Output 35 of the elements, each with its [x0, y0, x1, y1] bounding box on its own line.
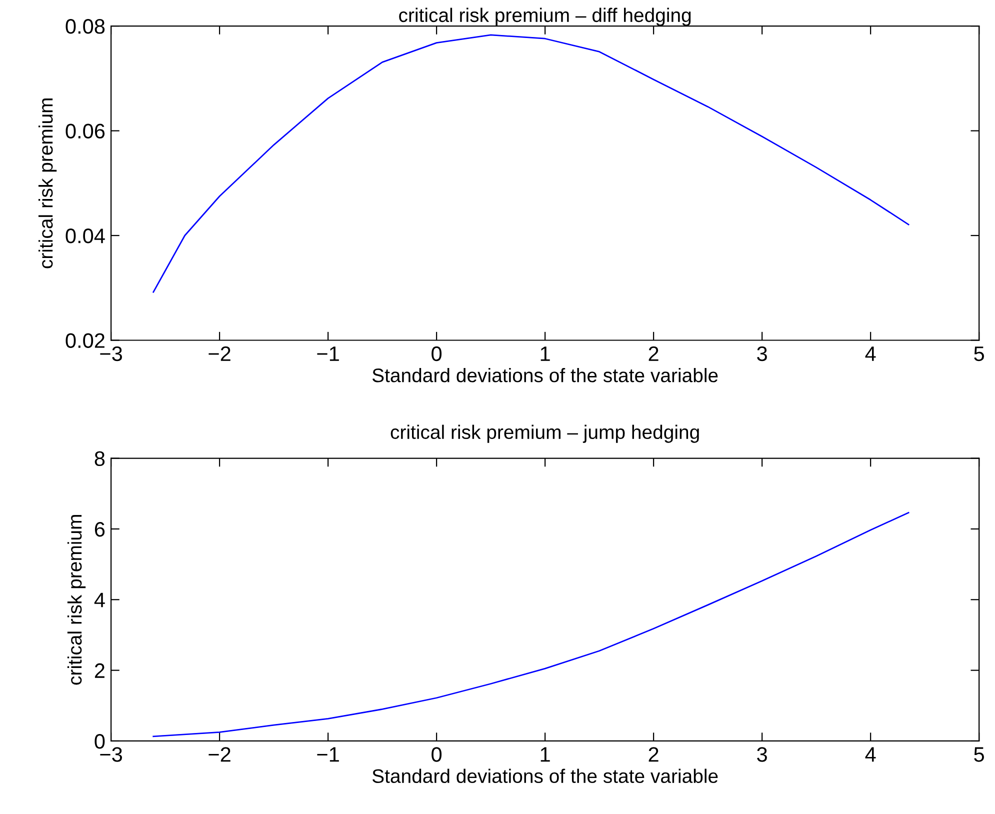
x-tick-label: −2 [208, 346, 230, 361]
line-series [152, 34, 910, 293]
x-tick-label: 1 [540, 346, 550, 361]
x-tick-label: 5 [974, 747, 984, 762]
chart-title: critical risk premium – diff hedging [399, 8, 691, 26]
x-tick-label: 1 [540, 747, 550, 762]
y-axis-title: critical risk premium [67, 515, 86, 685]
y-tick-label: 8 [94, 451, 105, 466]
x-axis-title: Standard deviations of the state variable [372, 368, 718, 382]
x-tick-label: 4 [865, 346, 876, 361]
y-tick-label: 4 [94, 592, 105, 608]
x-tick-label: −1 [317, 346, 339, 361]
x-tick-label: −2 [208, 747, 230, 762]
y-tick-label: 0.02 [66, 333, 104, 348]
y-tick-label: 0.06 [66, 124, 105, 139]
x-axis-title: Standard deviations of the state variable [372, 768, 718, 784]
y-tick-label: 6 [94, 522, 105, 537]
x-tick-label: 2 [648, 747, 658, 762]
y-tick-label: 0.08 [66, 19, 105, 34]
x-tick-label: 5 [974, 346, 984, 362]
x-tick-label: 2 [648, 346, 658, 361]
x-tick-label: 3 [757, 747, 767, 762]
y-axis-title: critical risk premium [38, 98, 57, 268]
line-series [152, 512, 910, 738]
x-tick-label: 3 [757, 346, 767, 362]
y-tick-label: 2 [94, 663, 104, 678]
x-tick-label: −1 [317, 747, 339, 762]
y-tick-label: 0.04 [66, 228, 105, 244]
x-tick-label: −3 [100, 747, 122, 762]
y-tick-label: 0 [94, 734, 105, 749]
x-tick-label: 0 [432, 346, 442, 362]
x-tick-label: −3 [100, 346, 122, 362]
x-tick-label: 0 [432, 747, 442, 762]
x-tick-label: 4 [865, 747, 876, 762]
chart-title: critical risk premium – jump hedging [390, 424, 699, 443]
